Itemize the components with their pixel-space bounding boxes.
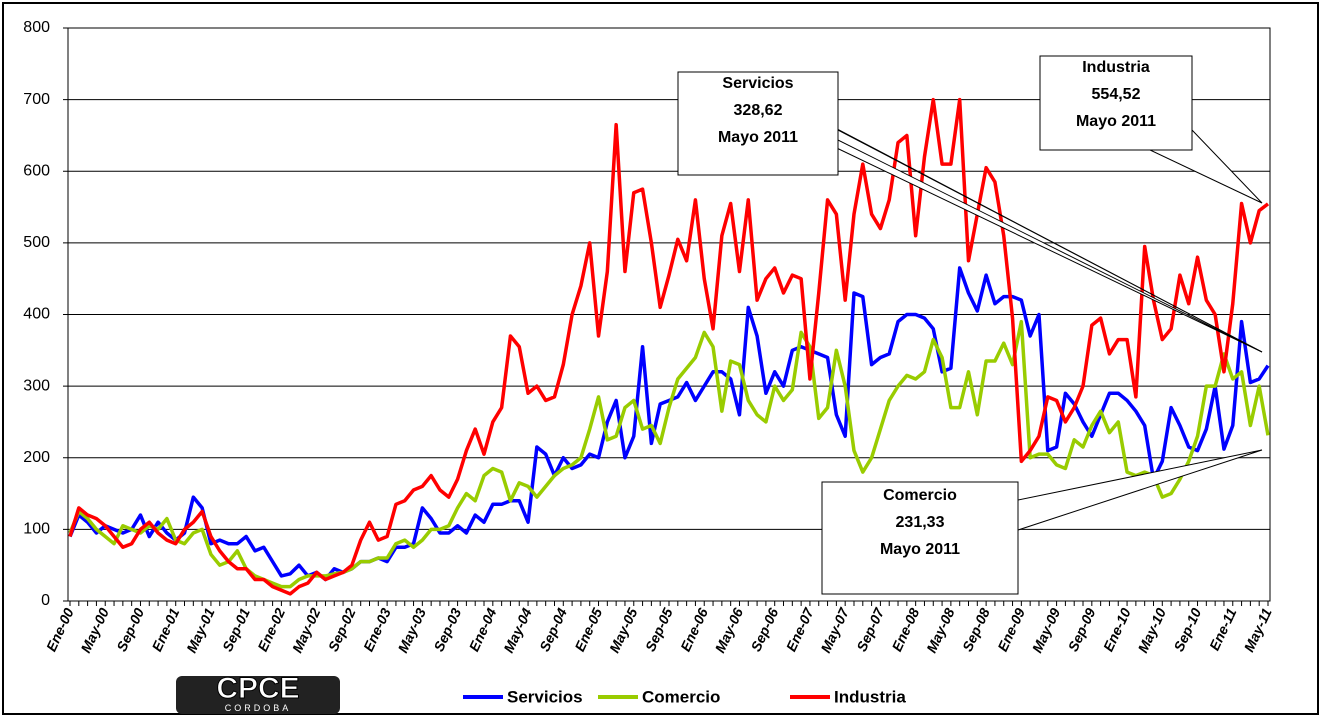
callout-box [677,71,839,176]
y-tick-label: 800 [23,19,50,36]
y-tick-label: 700 [23,91,50,108]
annotation-text: Mayo 2011 [718,129,798,146]
legend: Servicios Comercio Industria [463,687,906,706]
series-line [68,319,1270,589]
annotation-text: Mayo 2011 [1076,113,1156,130]
logo-title: CPCE [216,672,299,705]
annotation-text: 554,52 [1092,86,1141,103]
callout-box [821,481,1019,595]
logo-subtitle: CORDOBA [225,703,292,713]
logo: CPCE CORDOBA [176,672,340,714]
y-tick-label: 600 [23,162,50,179]
legend-label: Comercio [642,687,720,706]
lines [68,97,1270,596]
annotations: Servicios 328,62 Mayo 2011 Industria 554,52 M… [677,55,1263,595]
annotation-text: 328,62 [734,102,783,119]
series-line [68,266,1270,582]
series-line [68,97,1270,596]
callout-box [1039,55,1193,151]
y-tick-label: 500 [23,234,50,251]
annotation-text: Servicios [722,75,793,92]
annotation-text: 231,33 [896,514,945,531]
y-tick-label: 0 [41,592,50,609]
logo-box [176,676,340,714]
legend-label: Servicios [507,687,583,706]
y-tick-label: 200 [23,449,50,466]
y-tick-label: 300 [23,377,50,394]
annotation-text: Industria [1082,59,1150,76]
annotation-text: Mayo 2011 [880,541,960,558]
y-tick-label: 100 [23,521,50,538]
annotation-text: Comercio [883,487,957,504]
y-tick-label: 400 [23,306,50,323]
legend-label: Industria [834,687,906,706]
